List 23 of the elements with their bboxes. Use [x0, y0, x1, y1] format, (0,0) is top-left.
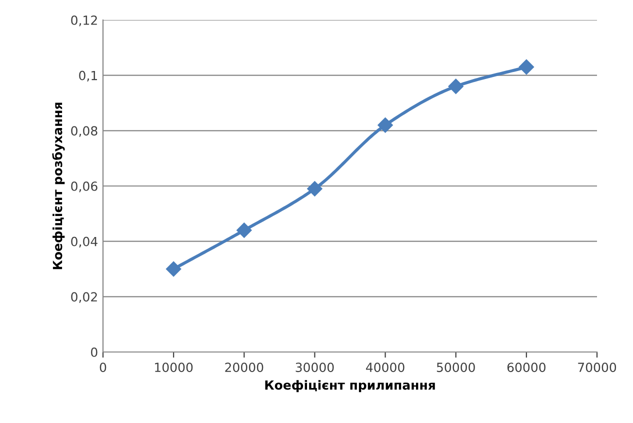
y-tick-label: 0,1 [79, 70, 97, 82]
y-tick-label: 0,02 [71, 292, 97, 303]
x-tick-label: 0 [100, 362, 106, 372]
point [378, 118, 393, 133]
y-axis-title: Коефіцієнт розбухання [52, 102, 65, 270]
y-tick-label: 0,04 [71, 236, 98, 248]
x-tick-label: 70000 [578, 362, 616, 372]
point [236, 222, 252, 238]
x-tick-label: 30000 [296, 362, 334, 372]
y-tick-label: 0,12 [71, 15, 97, 26]
y-tick-label: 0 [91, 347, 98, 357]
y-tick-label: 0,08 [71, 126, 98, 137]
x-tick-label: 60000 [507, 362, 546, 372]
x-axis-title: Коефіцієнт прилипання [265, 380, 435, 392]
point [166, 261, 182, 277]
y-tick-label: 0,06 [71, 181, 98, 192]
point [518, 59, 534, 75]
point [307, 181, 322, 196]
x-tick-label: 40000 [366, 362, 404, 372]
x-tick-label: 50000 [436, 362, 475, 372]
point [448, 78, 464, 94]
x-tick-label: 20000 [225, 362, 264, 372]
x-tick-label: 10000 [155, 362, 193, 372]
